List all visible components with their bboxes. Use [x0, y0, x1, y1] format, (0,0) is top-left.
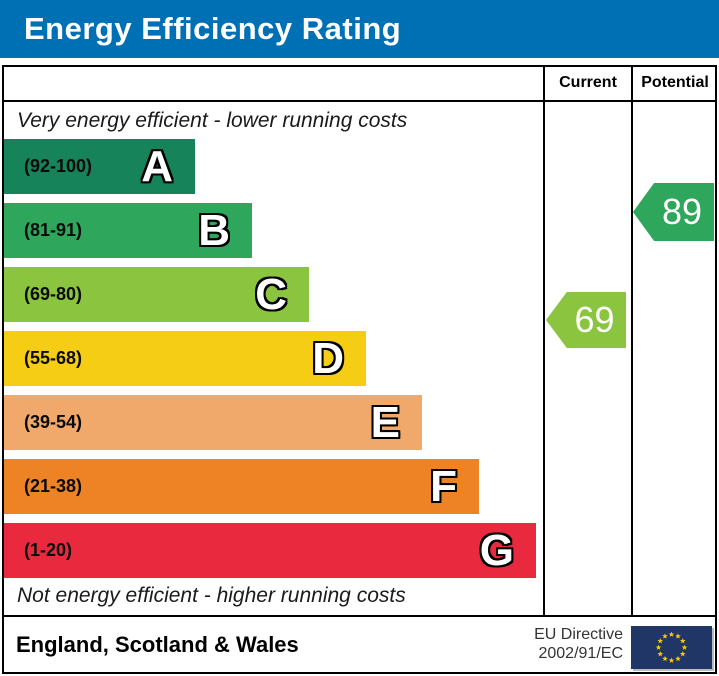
potential-rating-value: 89 — [661, 191, 703, 232]
band-letter: D — [312, 334, 344, 383]
eu-directive-line1: EU Directive — [534, 626, 623, 643]
header-divider — [2, 100, 717, 102]
band-letter: A — [141, 142, 173, 191]
band-letter: C — [255, 270, 287, 319]
band-range-label: (81-91) — [24, 220, 83, 240]
potential-column-divider — [631, 65, 633, 617]
band-range-label: (92-100) — [24, 156, 93, 176]
eu-flag-icon — [631, 626, 712, 669]
band-letter: E — [370, 398, 400, 447]
band-range-label: (55-68) — [24, 348, 83, 368]
band-f: (21-38) F — [4, 459, 479, 514]
footer-bar: England, Scotland & Wales EU Directive 2… — [2, 615, 717, 674]
bottom-note: Not energy efficient - higher running co… — [17, 584, 406, 607]
band-g: (1-20) G — [4, 523, 536, 578]
column-header-potential: Potential — [641, 74, 709, 91]
eu-directive-label: EU Directive 2002/91/EC — [534, 625, 623, 663]
band-c: (69-80) C — [4, 267, 309, 322]
region-label: England, Scotland & Wales — [16, 632, 299, 657]
eu-directive-line2: 2002/91/EC — [538, 645, 623, 662]
page-title: Energy Efficiency Rating — [24, 11, 402, 46]
band-letter: G — [479, 526, 514, 575]
band-range-label: (21-38) — [24, 476, 83, 496]
band-b: (81-91) B — [4, 203, 252, 258]
current-column-divider — [543, 65, 545, 617]
band-range-label: (1-20) — [24, 540, 73, 560]
band-a: (92-100) A — [4, 139, 195, 194]
band-d: (55-68) D — [4, 331, 366, 386]
band-e: (39-54) E — [4, 395, 422, 450]
band-range-label: (39-54) — [24, 412, 83, 432]
column-header-current: Current — [559, 74, 617, 91]
band-range-label: (69-80) — [24, 284, 83, 304]
current-rating-value: 69 — [574, 299, 615, 340]
title-bar: Energy Efficiency Rating — [0, 0, 719, 58]
top-note: Very energy efficient - lower running co… — [17, 109, 408, 132]
band-letter: B — [198, 206, 230, 255]
band-letter: F — [430, 462, 457, 511]
